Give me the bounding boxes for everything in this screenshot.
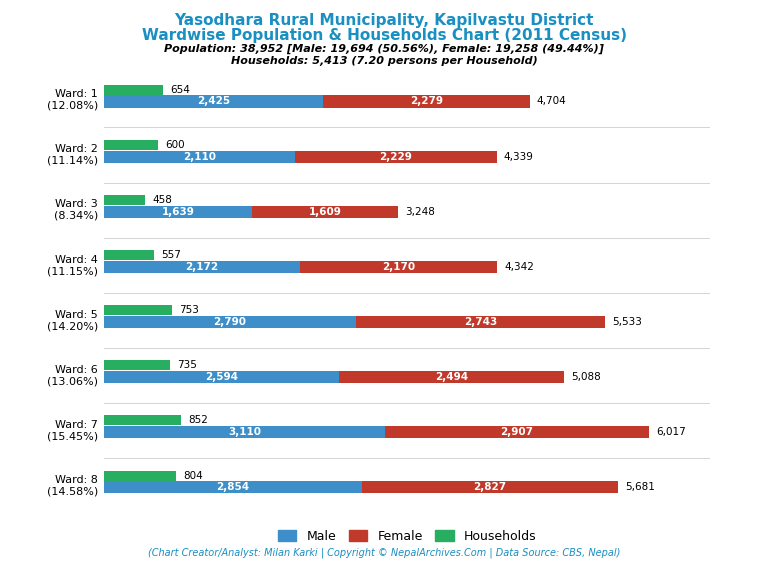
- Bar: [104, 470, 177, 480]
- Bar: [300, 261, 497, 273]
- Text: 4,342: 4,342: [504, 262, 534, 272]
- Bar: [104, 426, 386, 438]
- Bar: [323, 95, 530, 107]
- Text: 2,494: 2,494: [435, 372, 468, 382]
- Bar: [356, 316, 604, 328]
- Bar: [104, 206, 252, 218]
- Text: 5,533: 5,533: [612, 317, 642, 327]
- Text: 2,170: 2,170: [382, 262, 415, 272]
- Text: 2,854: 2,854: [217, 483, 250, 492]
- Bar: [104, 481, 362, 494]
- Legend: Male, Female, Households: Male, Female, Households: [273, 525, 541, 548]
- Bar: [295, 151, 497, 162]
- Text: 600: 600: [165, 140, 185, 150]
- Text: 2,172: 2,172: [185, 262, 219, 272]
- Text: 2,594: 2,594: [204, 372, 237, 382]
- Bar: [104, 360, 170, 370]
- Text: 2,229: 2,229: [379, 151, 412, 162]
- Bar: [104, 415, 180, 425]
- Text: 1,609: 1,609: [309, 206, 342, 217]
- Text: 735: 735: [177, 360, 197, 370]
- Text: 5,088: 5,088: [571, 372, 601, 382]
- Text: Households: 5,413 (7.20 persons per Household): Households: 5,413 (7.20 persons per Hous…: [230, 56, 538, 66]
- Text: 557: 557: [161, 250, 181, 260]
- Bar: [104, 316, 356, 328]
- Text: 458: 458: [152, 195, 172, 205]
- Text: Population: 38,952 [Male: 19,694 (50.56%), Female: 19,258 (49.44%)]: Population: 38,952 [Male: 19,694 (50.56%…: [164, 44, 604, 55]
- Bar: [104, 261, 300, 273]
- Bar: [252, 206, 398, 218]
- Bar: [104, 250, 154, 260]
- Bar: [104, 151, 295, 162]
- Bar: [104, 195, 145, 205]
- Text: 5,681: 5,681: [625, 483, 655, 492]
- Text: 753: 753: [179, 305, 199, 315]
- Text: 4,704: 4,704: [537, 96, 567, 107]
- Bar: [104, 95, 323, 107]
- Bar: [386, 426, 648, 438]
- Text: 654: 654: [170, 85, 190, 95]
- Bar: [104, 371, 339, 383]
- Text: 2,827: 2,827: [474, 483, 507, 492]
- Text: 2,279: 2,279: [410, 96, 443, 107]
- Text: 2,790: 2,790: [214, 317, 247, 327]
- Text: 6,017: 6,017: [656, 427, 686, 437]
- Text: 1,639: 1,639: [161, 206, 194, 217]
- Text: 804: 804: [184, 470, 204, 481]
- Text: 3,248: 3,248: [405, 206, 435, 217]
- Text: 2,110: 2,110: [183, 151, 216, 162]
- Text: 2,425: 2,425: [197, 96, 230, 107]
- Text: (Chart Creator/Analyst: Milan Karki | Copyright © NepalArchives.Com | Data Sourc: (Chart Creator/Analyst: Milan Karki | Co…: [147, 548, 621, 558]
- Text: 4,339: 4,339: [504, 151, 534, 162]
- Text: Wardwise Population & Households Chart (2011 Census): Wardwise Population & Households Chart (…: [141, 28, 627, 43]
- Bar: [104, 305, 172, 315]
- Bar: [362, 481, 618, 494]
- Bar: [104, 140, 158, 150]
- Text: 2,743: 2,743: [464, 317, 497, 327]
- Text: 852: 852: [188, 415, 208, 425]
- Text: 2,907: 2,907: [501, 427, 534, 437]
- Bar: [104, 85, 163, 95]
- Bar: [339, 371, 564, 383]
- Text: 3,110: 3,110: [228, 427, 261, 437]
- Text: Yasodhara Rural Municipality, Kapilvastu District: Yasodhara Rural Municipality, Kapilvastu…: [174, 13, 594, 28]
